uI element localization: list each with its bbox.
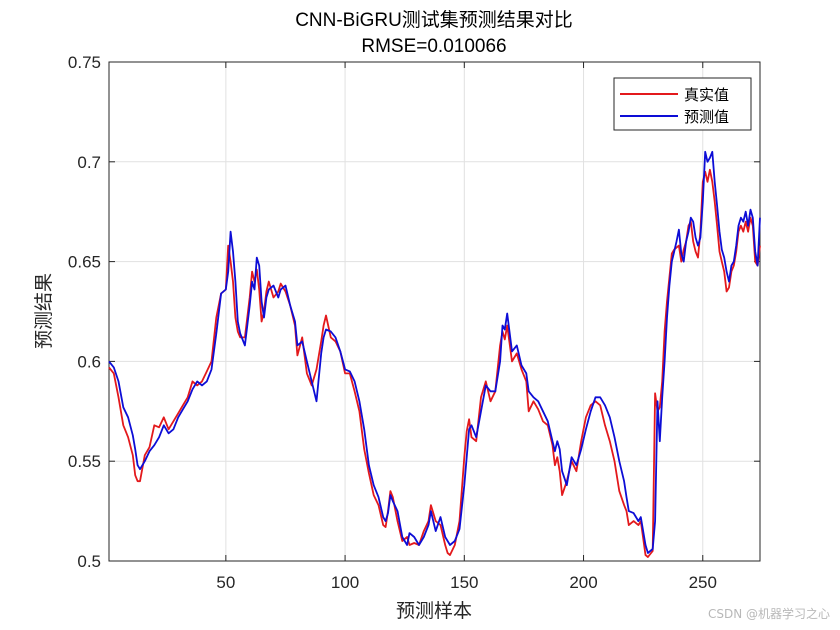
chart-title: CNN-BiGRU测试集预测结果对比	[295, 9, 573, 31]
legend-label-true: 真实值	[684, 86, 729, 104]
axis-ticks: 50 100 150 200 250 0.5 0.55 0.6 0.65 0.7 0.75	[68, 53, 760, 592]
x-tick-label: 250	[689, 573, 717, 592]
y-tick-label: 0.65	[68, 253, 101, 272]
legend-box	[613, 77, 752, 131]
series-layer	[108, 150, 761, 558]
legend-label-pred: 预测值	[684, 108, 729, 126]
y-tick-label: 0.5	[77, 552, 101, 571]
x-tick-label: 100	[331, 573, 359, 592]
x-axis-label: 预测样本	[396, 600, 472, 622]
x-tick-label: 50	[216, 573, 235, 592]
y-tick-label: 0.75	[68, 53, 101, 72]
series-line-true	[108, 168, 761, 558]
y-tick-label: 0.7	[77, 153, 101, 172]
x-tick-label: 150	[450, 573, 478, 592]
y-axis-label: 预测结果	[33, 273, 55, 349]
watermark: CSDN @机器学习之心	[707, 607, 830, 621]
plot-area	[108, 61, 761, 562]
chart-subtitle: RMSE=0.010066	[361, 36, 506, 57]
x-tick-label: 200	[569, 573, 597, 592]
grid-lines	[109, 61, 760, 562]
legend: 真实值 预测值	[613, 77, 752, 131]
y-tick-label: 0.55	[68, 452, 101, 471]
y-tick-label: 0.6	[77, 352, 101, 371]
series-line-pred	[108, 150, 761, 554]
